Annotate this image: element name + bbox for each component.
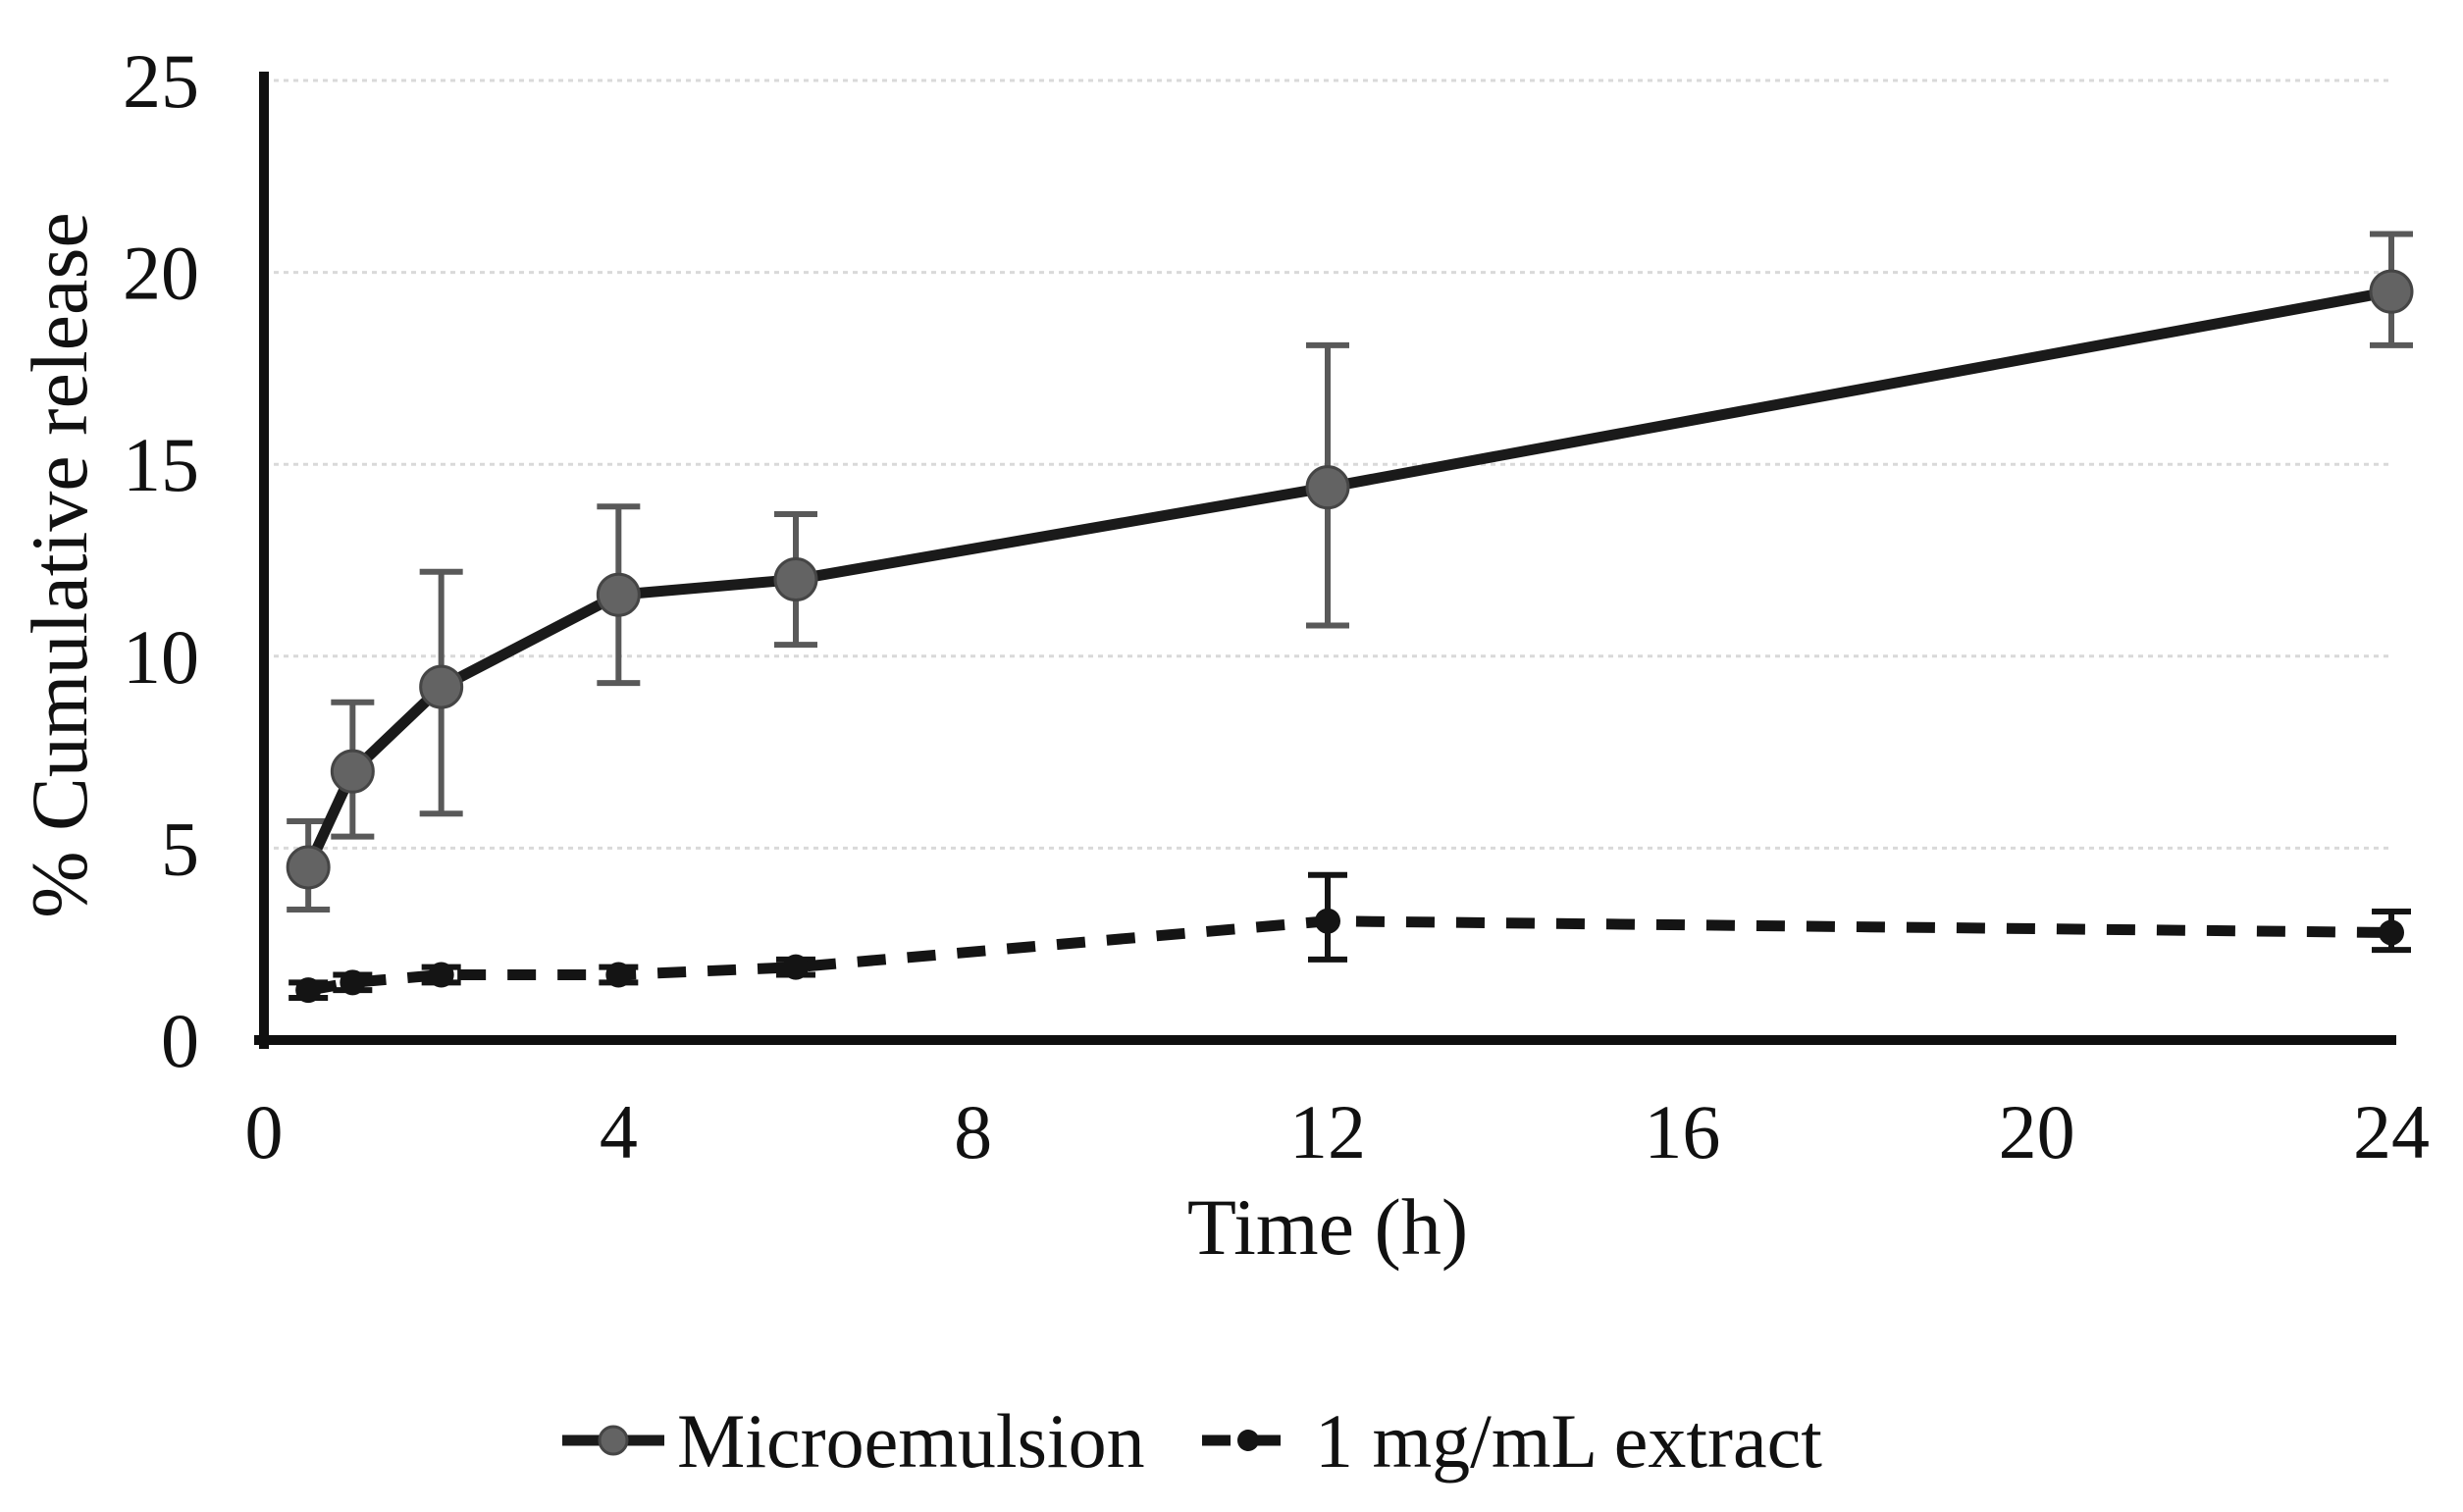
data-point-marker xyxy=(783,954,809,980)
data-point-marker xyxy=(605,962,632,988)
y-tick-label-5: 5 xyxy=(161,806,199,891)
series-markers xyxy=(286,269,2414,890)
data-point-marker xyxy=(2379,919,2404,946)
x-tick-label-24: 24 xyxy=(2353,1089,2430,1174)
legend-item-extract: 1 mg/mL extract xyxy=(1202,1398,1822,1484)
legend: Microemulsion 1 mg/mL extract xyxy=(562,1398,1822,1484)
y-tick-label-0: 0 xyxy=(161,998,199,1083)
y-tick-label-10: 10 xyxy=(123,614,199,700)
series-layer xyxy=(286,231,2414,1004)
error-bars xyxy=(287,231,2413,912)
data-point-marker xyxy=(428,962,454,988)
y-axis-tick-labels: 0 5 10 15 20 25 xyxy=(123,38,199,1083)
series-microemulsion xyxy=(286,231,2414,912)
data-point-marker xyxy=(773,557,818,602)
x-tick-label-0: 0 xyxy=(245,1089,284,1174)
legend-label-extract: 1 mg/mL extract xyxy=(1315,1398,1822,1484)
data-point-marker xyxy=(340,969,366,996)
data-point-marker xyxy=(419,664,464,709)
legend-gray-circle-marker xyxy=(598,1425,629,1456)
y-tick-label-25: 25 xyxy=(123,38,199,124)
series-markers xyxy=(295,908,2404,1004)
x-tick-label-12: 12 xyxy=(1289,1089,1366,1174)
data-point-marker xyxy=(330,749,375,794)
data-point-marker xyxy=(1305,465,1350,510)
x-tick-label-4: 4 xyxy=(600,1089,638,1174)
y-tick-label-20: 20 xyxy=(123,231,199,316)
y-axis-title: % Cumulative release xyxy=(15,212,104,918)
legend-black-circle-marker xyxy=(1237,1430,1259,1451)
legend-label-microemulsion: Microemulsion xyxy=(677,1398,1145,1484)
data-point-marker xyxy=(2369,269,2414,314)
series-1-mg-ml-extract xyxy=(288,871,2411,1004)
x-tick-label-16: 16 xyxy=(1644,1089,1720,1174)
data-point-marker xyxy=(596,572,641,617)
y-tick-label-15: 15 xyxy=(123,422,199,507)
x-tick-label-8: 8 xyxy=(954,1089,992,1174)
legend-item-microemulsion: Microemulsion xyxy=(562,1398,1145,1484)
data-point-marker xyxy=(286,845,331,890)
x-axis-title: Time (h) xyxy=(1187,1182,1468,1272)
data-point-marker xyxy=(295,977,322,1004)
data-point-marker xyxy=(1315,908,1340,934)
x-tick-label-20: 20 xyxy=(1999,1089,2075,1174)
x-axis-tick-labels: 0 4 8 12 16 20 24 xyxy=(245,1089,2431,1174)
